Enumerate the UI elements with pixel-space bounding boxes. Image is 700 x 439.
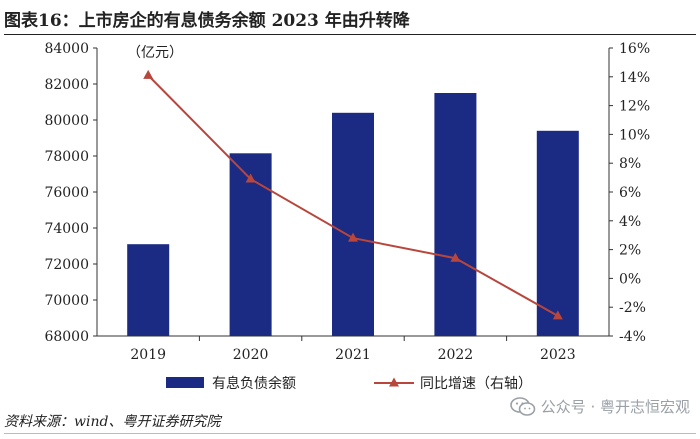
wechat-icon	[509, 396, 535, 416]
left-unit-label: （亿元）	[127, 45, 183, 61]
left-tick-label: 70000	[44, 293, 89, 309]
bar	[332, 112, 374, 336]
right-tick-label: 4%	[619, 214, 641, 230]
watermark-text: 公众号 · 粤开志恒宏观	[540, 398, 690, 416]
bottom-divider	[4, 433, 696, 434]
left-tick-label: 76000	[44, 185, 89, 201]
bar	[536, 130, 579, 336]
right-tick-label: 14%	[619, 70, 650, 86]
right-tick-label: 6%	[619, 185, 641, 201]
legend-swatch-bar	[166, 377, 204, 388]
line-point	[245, 173, 256, 183]
bar-series	[127, 93, 579, 336]
line-series	[143, 69, 563, 320]
x-tick-labels: 2019 2020 2021 2022 2023	[130, 347, 575, 363]
legend: 有息负债余额 同比增速（右轴）	[166, 375, 532, 392]
x-tick-label: 2019	[130, 347, 166, 363]
left-tick-label: 74000	[44, 221, 89, 237]
left-tick-label: 84000	[44, 41, 89, 57]
legend-marker	[389, 377, 399, 387]
bar	[127, 244, 170, 336]
left-tick-label: 68000	[44, 329, 89, 345]
bar	[229, 153, 272, 336]
x-tick-label: 2022	[438, 347, 474, 363]
x-tick-label: 2020	[233, 347, 269, 363]
line-point	[348, 232, 358, 242]
right-tick-label: 12%	[619, 99, 650, 115]
left-tick-label: 82000	[44, 77, 89, 93]
left-tick-label: 80000	[44, 113, 89, 129]
bar	[434, 93, 477, 336]
combo-chart: 68000 70000 72000 74000 76000 78000 80000 82000…	[44, 41, 650, 392]
right-tick-label: 10%	[619, 127, 650, 143]
title-divider	[4, 34, 696, 35]
chart-title: 图表16：上市房企的有息债务余额 2023 年由升转降	[4, 11, 410, 31]
line-point	[143, 69, 154, 79]
legend-label-line: 同比增速（右轴）	[420, 376, 532, 392]
right-tick-label: -2%	[619, 300, 646, 316]
left-tick-label: 72000	[44, 257, 89, 273]
x-tick-label: 2023	[540, 347, 576, 363]
right-tick-label: 0%	[619, 271, 641, 287]
right-tick-label: -4%	[619, 329, 646, 345]
right-tick-label: 2%	[619, 243, 641, 259]
line-point	[552, 310, 563, 320]
right-tick-label: 16%	[619, 41, 650, 57]
source-note: 资料来源：wind、粤开证券研究院	[4, 414, 221, 430]
x-tick-label: 2021	[335, 347, 371, 363]
watermark: 公众号 · 粤开志恒宏观	[509, 396, 690, 417]
line-point	[450, 252, 461, 262]
left-tick-label: 78000	[44, 149, 89, 165]
legend-label-bar: 有息负债余额	[212, 375, 296, 392]
right-tick-label: 8%	[619, 156, 641, 172]
axes: 68000 70000 72000 74000 76000 78000 80000 82000…	[44, 41, 650, 345]
